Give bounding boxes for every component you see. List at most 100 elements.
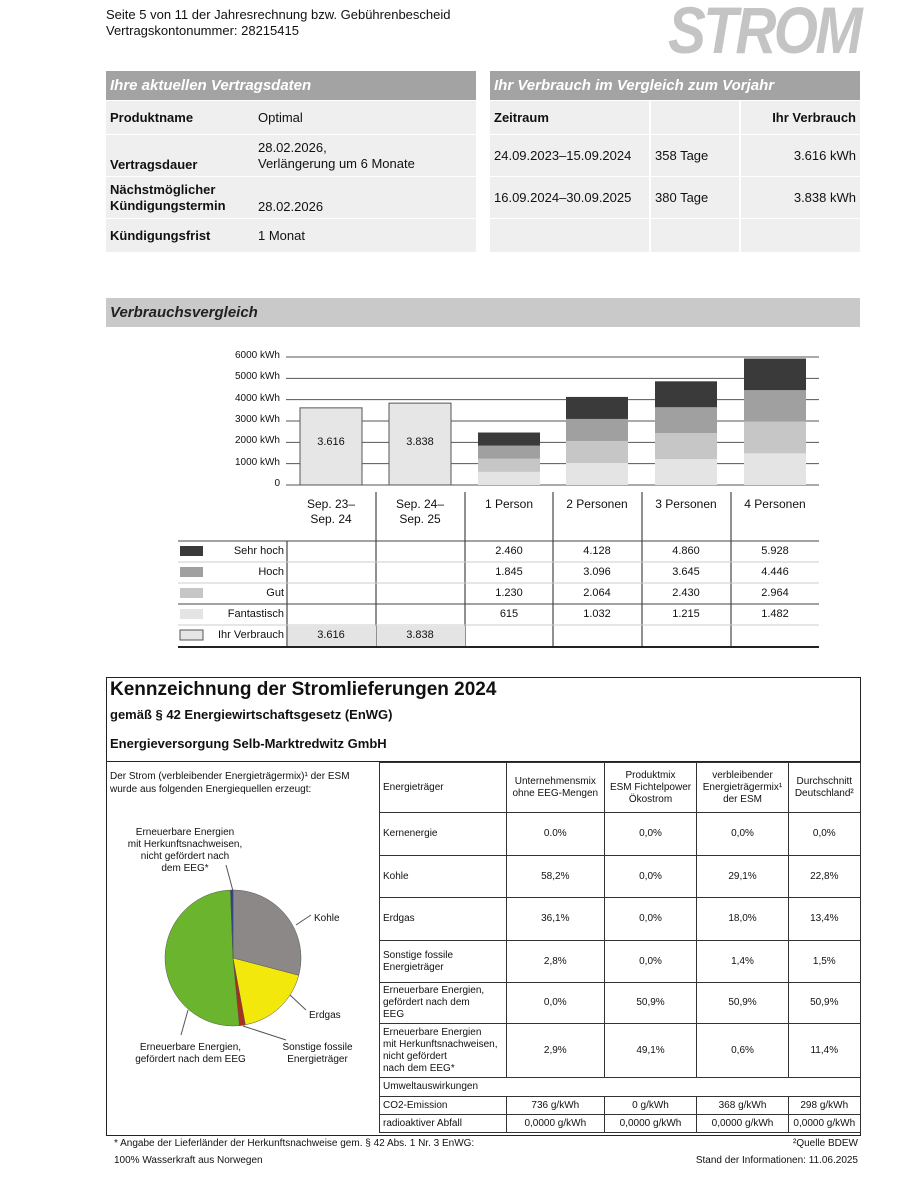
mix-cell: 29,1% xyxy=(696,855,789,898)
value-cell: 2.430 xyxy=(672,587,700,599)
env-row: radioaktiver Abfall 0,0000 g/kWh 0,0000 g/… xyxy=(379,1114,862,1133)
pie-slice xyxy=(164,889,240,1027)
pie-chart xyxy=(164,864,312,1041)
comparison-cell: 358 Tage xyxy=(651,135,739,176)
bar-segment-fantastisch xyxy=(744,453,806,485)
footnote-2: 100% Wasserkraft aus Norwegen xyxy=(114,1155,263,1166)
mix-subtitle: gemäß § 42 Energiewirtschaftsgesetz (EnW… xyxy=(110,707,393,722)
info-date: Stand der Informationen: 11.06.2025 xyxy=(695,1155,858,1166)
comparison-cell xyxy=(490,219,649,252)
bar-segment-hoch xyxy=(655,407,717,434)
contract-value: 28.02.2026 xyxy=(254,177,476,218)
mix-cell: 0,0000 g/kWh xyxy=(696,1114,789,1133)
contract-label: Nächstmöglicher Kündigungstermin xyxy=(106,177,254,218)
mix-cell: 0,0% xyxy=(603,897,698,941)
comparison-header: Zeitraum xyxy=(490,101,649,134)
comparison-cell: 16.09.2024–30.09.2025 xyxy=(490,177,649,218)
legend-label: Fantastisch xyxy=(227,608,284,620)
mix-cell: Durchschnitt Deutschland² xyxy=(787,762,862,813)
mix-box xyxy=(106,677,861,1136)
mix-title: Kennzeichnung der Stromlieferungen 2024 xyxy=(110,679,497,700)
y-tick-label: 0 xyxy=(274,478,280,489)
comparison-title: Ihr Verbrauch im Vergleich zum Vorjahr xyxy=(490,71,860,100)
bar-segment-fantastisch xyxy=(655,459,717,485)
contract-value: 1 Monat xyxy=(254,219,476,252)
mix-cell: Kernenergie xyxy=(379,812,507,856)
comparison-cell: 380 Tage xyxy=(651,177,739,218)
value-cell: 615 xyxy=(499,608,519,620)
mix-cell: 0 g/kWh xyxy=(603,1096,698,1115)
leader-line xyxy=(295,914,312,926)
bar-label: 3.838 xyxy=(406,436,434,449)
pie-label-eeg: Erneuerbare Energien, gefördert nach dem… xyxy=(135,1042,246,1065)
contract-label: Kündigungsfrist xyxy=(106,219,254,252)
value-cell: 3.838 xyxy=(406,629,434,641)
mix-cell: 0,0000 g/kWh xyxy=(506,1114,605,1133)
mix-cell: 36,1% xyxy=(506,897,605,941)
mix-cell: 18,0% xyxy=(696,897,789,941)
value-cell: 1.032 xyxy=(583,608,611,620)
y-tick-label: 5000 kWh xyxy=(234,371,280,383)
comparison-cell: 24.09.2023–15.09.2024 xyxy=(490,135,649,176)
mix-cell: Unternehmensmix ohne EEG-Mengen xyxy=(506,762,605,813)
category-label: 4 Personen xyxy=(744,497,806,511)
comparison-cell: 3.838 kWh xyxy=(741,177,860,218)
bar-segment-sehr-hoch xyxy=(655,381,717,408)
category-label: 2 Personen xyxy=(566,497,628,511)
mix-cell: Erdgas xyxy=(379,897,507,941)
mix-cell: Sonstige fossile Energieträger xyxy=(379,940,507,983)
y-tick-label: 1000 kWh xyxy=(234,456,280,468)
mix-cell: 2,8% xyxy=(506,940,605,983)
mix-cell: 58,2% xyxy=(506,855,605,898)
pie-label-hkn: Erneuerbare Energien mit Herkunftsnachwe… xyxy=(127,827,243,874)
mix-cell: 50,9% xyxy=(787,982,862,1024)
value-cell: 4.128 xyxy=(583,545,611,557)
value-cell: 1.215 xyxy=(672,608,700,620)
mix-row: Sonstige fossile Energieträger 2,8% 0,0% 1,… xyxy=(379,940,862,983)
category-label: Sep. 23– Sep. 24 xyxy=(306,497,356,526)
footnote-1: * Angabe der Lieferländer der Herkunftsn… xyxy=(114,1138,475,1149)
bar-segment-gut xyxy=(478,458,540,472)
bar-segment-hoch xyxy=(566,418,628,441)
value-cell: 3.645 xyxy=(672,566,700,578)
mix-row: Erneuerbare Energien, gefördert nach dem… xyxy=(379,982,862,1024)
page-info: Seite 5 von 11 der Jahresrechnung bzw. G… xyxy=(106,7,451,22)
value-cell: 1.845 xyxy=(495,566,523,578)
mix-row: Erneuerbare Energien mit Herkunftsnachwe… xyxy=(379,1023,862,1078)
leader-line xyxy=(180,1009,189,1036)
mix-cell: 0.0% xyxy=(506,812,605,856)
legend-label: Gut xyxy=(266,587,284,599)
env-title-row: Umweltauswirkungen xyxy=(379,1077,861,1097)
mix-cell: 0,0% xyxy=(603,855,698,898)
mix-cell: 22,8% xyxy=(787,855,862,898)
consumption-chart xyxy=(178,356,819,648)
y-tick-label: 6000 kWh xyxy=(234,350,280,361)
y-tick-label: 4000 kWh xyxy=(234,392,280,404)
contract-label: Vertragsdauer xyxy=(106,135,254,176)
mix-cell: 50,9% xyxy=(603,982,698,1024)
value-cell: 2.460 xyxy=(495,545,523,557)
legend-swatch xyxy=(180,609,203,619)
mix-cell: Energieträger xyxy=(379,762,507,813)
value-cell: 4.446 xyxy=(761,566,789,578)
bar-segment-sehr-hoch xyxy=(744,358,806,391)
bar-label: 3.616 xyxy=(317,436,345,449)
pie-slice xyxy=(232,889,302,976)
env-title: Umweltauswirkungen xyxy=(379,1077,861,1097)
mix-cell: 0,0% xyxy=(787,812,862,856)
mix-cell: 0,0% xyxy=(603,812,698,856)
mix-cell: CO2-Emission xyxy=(379,1096,507,1115)
pie-label-kohle: Kohle xyxy=(314,913,340,924)
mix-cell: 11,4% xyxy=(787,1023,862,1078)
mix-cell: 13,4% xyxy=(787,897,862,941)
mix-cell: radioaktiver Abfall xyxy=(379,1114,507,1133)
bar-ihr-verbrauch xyxy=(388,402,452,486)
bar-segment-hoch xyxy=(478,445,540,459)
mix-cell: 0,0% xyxy=(696,812,789,856)
value-cell: 2.064 xyxy=(583,587,611,599)
strom-logo: STROM xyxy=(668,0,863,67)
bar-segment-gut xyxy=(744,421,806,454)
mix-cell: 0,6% xyxy=(696,1023,789,1078)
value-cell-bg xyxy=(288,626,376,646)
mix-table: Energieträger Unternehmensmix ohne EEG-Me… xyxy=(379,762,862,1133)
